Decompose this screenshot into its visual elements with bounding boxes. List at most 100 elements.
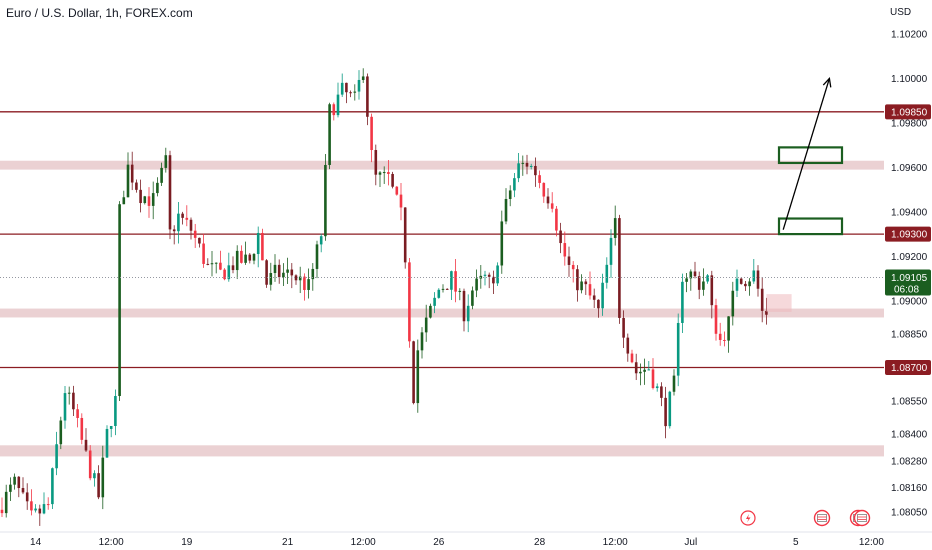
candle-body — [605, 264, 609, 283]
time-tick-label: 14 — [30, 537, 42, 548]
time-axis[interactable]: 14 12:00 19 21 12:00 26 28 12:00 Jul 5 12:00 — [0, 531, 932, 548]
lightning-icon-bolt — [746, 514, 751, 523]
candle-body — [336, 94, 340, 116]
flag-usd-icon[interactable] — [853, 509, 871, 527]
price-tick-label: 1.09200 — [891, 252, 928, 263]
candle-body — [122, 197, 126, 205]
candle-body — [546, 196, 550, 204]
candle-body — [395, 186, 399, 195]
price-tick-label: 1.10000 — [891, 74, 928, 85]
candle-body — [0, 509, 4, 514]
candle-body — [563, 243, 567, 257]
candle-body — [660, 386, 663, 398]
candle-body — [59, 420, 63, 445]
candle-body — [9, 484, 12, 492]
candle-body — [84, 439, 88, 451]
candle-body — [609, 237, 613, 265]
candle-body — [731, 290, 735, 317]
candle-body — [601, 282, 604, 309]
candle-body — [584, 281, 588, 285]
lightning-icon[interactable] — [740, 510, 756, 526]
candle-body — [525, 162, 529, 167]
candle-body — [454, 271, 457, 292]
candle-body — [101, 457, 105, 498]
time-tick-label: 12:00 — [859, 537, 884, 548]
last-price-label: 1.09105 — [891, 273, 928, 284]
candle-body — [450, 271, 453, 290]
price-axis[interactable]: USD 1.10200 1.10000 1.09800 1.09600 1.09400 1… — [884, 0, 932, 532]
candle-body — [277, 264, 281, 278]
level-tag-2 — [885, 359, 931, 375]
flag-usd-icon[interactable] — [813, 509, 831, 527]
candle-body — [681, 281, 684, 323]
candle-body — [744, 283, 747, 287]
candle-body — [286, 269, 289, 273]
event-icons[interactable] — [740, 509, 871, 527]
time-tick-label: 26 — [433, 537, 445, 548]
candle-body — [588, 284, 592, 296]
candle-body — [487, 274, 491, 277]
candle-body — [668, 391, 672, 427]
zone-2 — [0, 445, 884, 457]
candle-body — [689, 271, 693, 279]
price-tick-label: 1.09800 — [891, 118, 928, 129]
candle-body — [118, 204, 121, 397]
candle-body — [643, 369, 646, 372]
candle-body — [370, 116, 373, 151]
target-box-1 — [777, 217, 844, 236]
candle-body — [252, 254, 256, 261]
flag-icon-body — [857, 514, 867, 522]
candle-body — [483, 274, 487, 276]
candle-body — [458, 290, 462, 292]
candle-body — [437, 289, 441, 298]
candle-body — [105, 428, 109, 458]
candle-body — [46, 504, 50, 506]
candle-body — [382, 172, 386, 174]
candle-body — [613, 218, 617, 238]
candle-body — [269, 273, 273, 285]
candle-body — [538, 175, 541, 183]
time-tick-label: Jul — [684, 537, 697, 548]
candle-body — [412, 341, 415, 404]
candle-body — [147, 196, 151, 206]
level-tag-1 — [885, 226, 931, 242]
level-tag-0 — [885, 104, 931, 120]
price-tick-label: 1.09600 — [891, 163, 928, 174]
candle-body — [567, 256, 571, 265]
price-axis-background — [884, 0, 932, 532]
candle-body — [143, 196, 147, 204]
candle-body — [72, 392, 75, 410]
candle-body — [706, 275, 709, 282]
candle-body — [156, 182, 159, 194]
candle-body — [164, 155, 168, 168]
candle-body — [4, 491, 8, 514]
candle-body — [311, 268, 315, 280]
pending-box-2 — [766, 294, 792, 312]
candle-body — [651, 369, 655, 389]
candle-body — [93, 473, 96, 479]
candle-body — [55, 444, 58, 469]
candles — [0, 68, 768, 526]
candle-body — [25, 492, 29, 502]
candle-body — [303, 276, 306, 290]
candle-body — [634, 362, 638, 374]
candle-body — [492, 276, 495, 284]
candle-body — [181, 213, 184, 218]
candle-body — [319, 236, 323, 245]
time-tick-label: 19 — [181, 537, 193, 548]
time-tick-label: 12:00 — [351, 537, 376, 548]
candle-body — [88, 450, 92, 479]
candle-body — [189, 219, 193, 231]
candle-body — [676, 322, 680, 376]
zone-0 — [0, 160, 884, 170]
candle-body — [349, 92, 352, 94]
drawings[interactable] — [766, 77, 844, 312]
candle-body — [374, 150, 378, 175]
price-tick-label: 1.08160 — [891, 483, 928, 494]
candle-body — [135, 182, 138, 190]
price-tick-label: 1.09000 — [891, 296, 928, 307]
candle-body — [521, 162, 525, 164]
candle-body — [126, 164, 130, 198]
candle-body — [685, 278, 688, 282]
